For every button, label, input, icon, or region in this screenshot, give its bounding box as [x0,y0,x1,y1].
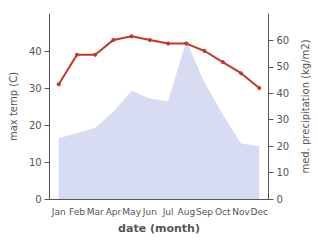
svg-text:Nov: Nov [232,207,250,217]
svg-text:40: 40 [29,46,42,57]
svg-text:10: 10 [276,167,289,178]
svg-text:Oct: Oct [215,207,231,217]
svg-text:med. precipitation (kg/m2): med. precipitation (kg/m2) [300,39,311,173]
svg-text:May: May [122,207,141,217]
svg-text:Aug: Aug [178,207,196,217]
svg-text:0: 0 [276,194,282,205]
svg-text:20: 20 [276,141,289,152]
svg-text:60: 60 [276,35,289,46]
svg-text:Mar: Mar [87,207,104,217]
svg-text:Jan: Jan [51,207,66,217]
svg-text:30: 30 [276,114,289,125]
svg-text:40: 40 [276,88,289,99]
svg-text:30: 30 [29,83,42,94]
svg-text:50: 50 [276,61,289,72]
svg-text:Jun: Jun [142,207,157,217]
svg-text:Jul: Jul [162,207,174,217]
svg-text:20: 20 [29,120,42,131]
svg-text:Feb: Feb [69,207,85,217]
svg-text:Dec: Dec [251,207,268,217]
svg-text:0: 0 [35,194,41,205]
svg-text:Apr: Apr [106,207,122,217]
svg-text:date (month): date (month) [118,222,200,235]
svg-text:Sep: Sep [196,207,213,217]
svg-text:max temp (C): max temp (C) [8,72,19,141]
svg-text:10: 10 [29,157,42,168]
